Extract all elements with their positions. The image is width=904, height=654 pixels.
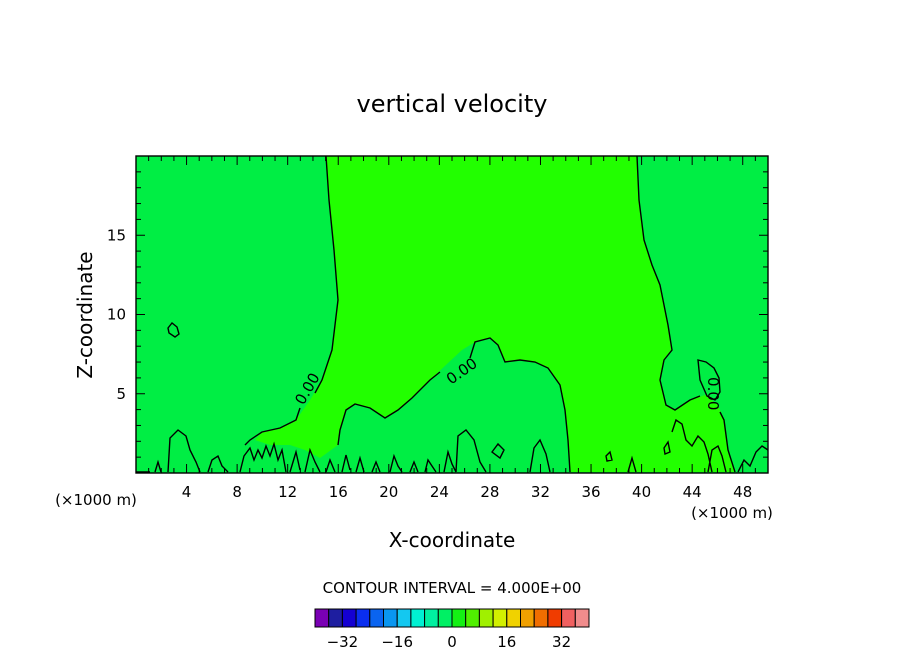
colorbar-swatch xyxy=(506,608,521,628)
x-tick-label: 28 xyxy=(480,483,499,501)
x-tick-label: 32 xyxy=(531,483,550,501)
colorbar-label: 0 xyxy=(447,633,457,651)
x-tick-label: 36 xyxy=(581,483,600,501)
chart-title: vertical velocity xyxy=(357,90,548,118)
x-unit-right: (×1000 m) xyxy=(691,504,773,522)
x-tick-label: 44 xyxy=(683,483,702,501)
x-tick-label: 48 xyxy=(733,483,752,501)
colorbar-swatch xyxy=(369,608,384,628)
surface-contours xyxy=(136,418,769,473)
colorbar-swatch xyxy=(341,608,357,628)
x-tick-label: 8 xyxy=(232,483,242,501)
contour-lines xyxy=(136,155,769,473)
zero-contour-left xyxy=(314,155,339,394)
zero-contour-left-lower xyxy=(244,407,301,446)
colorbar-swatch xyxy=(520,608,535,628)
colorbar-swatch xyxy=(451,608,467,628)
zero-contour-right-lower xyxy=(719,411,736,473)
x-axis-label: X-coordinate xyxy=(389,528,516,552)
colorbar-swatch xyxy=(355,608,371,628)
plot-area: 0.00 0.00 0.00 4 8 12 16 20 24 28 32 36 40 44 48510… xyxy=(107,155,769,501)
colorbar-swatch xyxy=(410,608,426,628)
colorbar-label: 16 xyxy=(497,633,516,651)
colorbar-swatch xyxy=(437,608,453,628)
colorbar-swatch xyxy=(396,608,412,628)
colorbar-swatch xyxy=(424,608,439,628)
x-tick-label: 12 xyxy=(278,483,297,501)
updraft-region xyxy=(255,156,735,472)
colorbar-swatch xyxy=(314,608,330,628)
x-tick-label: 40 xyxy=(632,483,651,501)
contour-label: 0.00 xyxy=(704,377,722,410)
y-axis-label: Z-coordinate xyxy=(73,251,97,378)
colorbar-label: −32 xyxy=(327,633,359,651)
y-tick-label: 5 xyxy=(116,385,126,403)
y-tick-label: 10 xyxy=(107,306,126,324)
zero-contour-middle-right xyxy=(469,337,571,473)
x-tick-label: 24 xyxy=(430,483,449,501)
x-tick-label: 20 xyxy=(379,483,398,501)
x-tick-label: 4 xyxy=(182,483,192,501)
colorbar-swatch xyxy=(492,608,508,628)
x-unit-left: (×1000 m) xyxy=(55,491,137,509)
colorbar-swatch xyxy=(533,608,549,628)
colorbar-swatch xyxy=(465,608,480,628)
colorbar-label: −16 xyxy=(381,633,413,651)
y-tick-label: 15 xyxy=(107,226,126,244)
colorbar: −32 −16 0 16 32 xyxy=(314,608,590,651)
colorbar-label: 32 xyxy=(552,633,571,651)
colorbar-swatch xyxy=(561,608,576,628)
colorbar-swatch xyxy=(328,608,343,628)
colorbar-swatch xyxy=(547,608,563,628)
x-tick-label: 16 xyxy=(329,483,348,501)
contour-interval-text: CONTOUR INTERVAL = 4.000E+00 xyxy=(323,579,582,597)
colorbar-swatch xyxy=(478,608,494,628)
zero-contour-small-upper-left xyxy=(167,322,180,338)
colorbar-swatch xyxy=(383,608,398,628)
zero-contour-right xyxy=(636,155,701,411)
zero-contour-right-oval xyxy=(697,359,721,401)
zero-contour-middle xyxy=(337,371,441,446)
colorbar-swatch xyxy=(574,608,590,628)
